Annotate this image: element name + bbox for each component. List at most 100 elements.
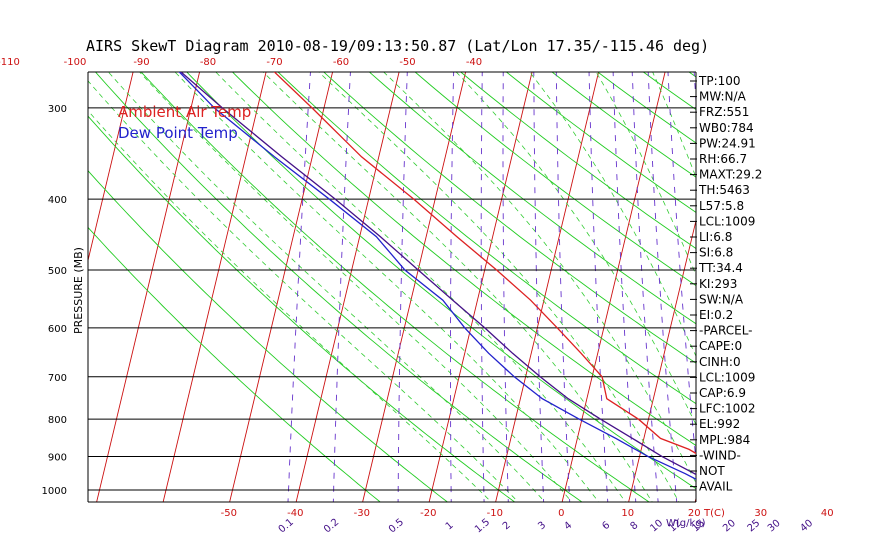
bottom-temp-tick-label: 10 bbox=[621, 508, 634, 519]
index-label: LCL:1009 bbox=[699, 370, 755, 384]
mixing-ratio-tick-label: 4 bbox=[562, 520, 574, 533]
bottom-temp-tick-label: 40 bbox=[821, 508, 834, 519]
index-label: CAP:6.9 bbox=[699, 386, 746, 400]
mixing-ratio-line bbox=[555, 72, 571, 502]
mixing-ratio-line bbox=[397, 72, 408, 502]
mixing-ratio-tick-label: 25 bbox=[746, 518, 763, 535]
dry-adiabat-line bbox=[551, 72, 696, 178]
index-label: LFC:1002 bbox=[699, 402, 756, 416]
isotherm-line bbox=[0, 0, 141, 505]
top-temp-tick-label: -100 bbox=[64, 57, 87, 68]
isotherm-line bbox=[162, 72, 267, 502]
top-temp-tick-label: -50 bbox=[399, 57, 415, 68]
chart-title: AIRS SkewT Diagram 2010-08-19/09:13:50.8… bbox=[86, 37, 709, 55]
dry-adiabat-line bbox=[381, 0, 870, 505]
background-lines bbox=[0, 0, 870, 505]
pressure-tick-label: 1000 bbox=[42, 486, 67, 497]
isotherm-line bbox=[761, 0, 870, 505]
moist-adiabat-line bbox=[88, 80, 519, 502]
top-temp-tick-label: -60 bbox=[333, 57, 349, 68]
isotherm-line bbox=[428, 72, 533, 502]
isotherm-line bbox=[628, 218, 696, 502]
bottom-temp-tick-label: -10 bbox=[487, 508, 503, 519]
isotherm-line bbox=[229, 72, 334, 502]
dry-adiabat-line bbox=[622, 0, 870, 505]
dry-adiabat-line bbox=[231, 72, 696, 447]
pressure-tick-label: 600 bbox=[48, 324, 67, 335]
moist-adiabat-line bbox=[262, 72, 653, 502]
mixing-ratio-tick-label: 0.2 bbox=[322, 517, 341, 536]
dry-adiabat-line bbox=[88, 226, 381, 502]
mixing-ratio-tick-label: 1.5 bbox=[473, 517, 492, 536]
index-label: LI:6.8 bbox=[699, 230, 732, 244]
dry-adiabat-line bbox=[688, 72, 696, 78]
index-label: CAPE:0 bbox=[699, 339, 742, 353]
moist-adiabat-line bbox=[652, 72, 696, 179]
mixing-ratio-line bbox=[533, 72, 545, 502]
index-label: LCL:1009 bbox=[699, 214, 755, 228]
mixing-ratio-tick-label: 1 bbox=[444, 520, 456, 533]
pressure-tick-label: 300 bbox=[48, 104, 67, 115]
mixing-ratio-line bbox=[647, 72, 678, 502]
isotherm-line bbox=[0, 0, 8, 505]
top-temp-tick-label: -80 bbox=[200, 57, 216, 68]
dry-adiabat-line bbox=[140, 72, 650, 502]
pressure-tick-label: 400 bbox=[48, 195, 67, 206]
pressure-tick-label: 500 bbox=[48, 266, 67, 277]
moist-adiabat-line bbox=[529, 72, 696, 358]
mixing-ratio-line bbox=[332, 72, 351, 502]
mixing-ratio-line bbox=[631, 72, 659, 502]
dry-adiabat-line bbox=[460, 72, 696, 250]
isotherm-line bbox=[295, 72, 400, 502]
bottom-temp-tick-label: 0 bbox=[558, 508, 564, 519]
top-temp-tick-label: -110 bbox=[0, 57, 20, 68]
index-label: EL:992 bbox=[699, 417, 740, 431]
mixing-ratio-tick-label: 8 bbox=[628, 520, 640, 533]
mixing-ratio-line bbox=[612, 72, 637, 502]
mixing-ratio-tick-label: 6 bbox=[600, 520, 612, 533]
index-label: MAXT:29.2 bbox=[699, 168, 762, 182]
dry-adiabat-line bbox=[277, 72, 696, 405]
index-label: MPL:984 bbox=[699, 433, 750, 447]
y-axis-label: PRESSURE (MB) bbox=[72, 247, 85, 334]
mixing-ratio-tick-label: 30 bbox=[766, 518, 783, 535]
mixing-ratio-line bbox=[588, 72, 609, 502]
pressure-lines bbox=[87, 71, 697, 503]
index-label: FRZ:551 bbox=[699, 105, 749, 119]
isotherm-line bbox=[0, 0, 75, 505]
isotherm-line bbox=[88, 72, 134, 263]
mixing-ratio-line bbox=[752, 0, 808, 505]
index-label: KI:293 bbox=[699, 277, 737, 291]
mixing-ratio-tick-label: 0.1 bbox=[277, 517, 296, 536]
isotherm-line bbox=[362, 72, 467, 502]
mixing-ratio-tick-label: 20 bbox=[721, 518, 738, 535]
dry-adiabat-line bbox=[88, 115, 516, 502]
mixing-ratio-tick-label: 2 bbox=[501, 520, 513, 533]
mixing-ratio-tick-label: 40 bbox=[798, 518, 815, 535]
dew-point-temp-line bbox=[178, 72, 696, 481]
moist-adiabat-line bbox=[215, 72, 626, 502]
dry-adiabat-line bbox=[726, 0, 870, 505]
profile-curves bbox=[178, 72, 696, 481]
index-label: CINH:0 bbox=[699, 355, 741, 369]
bottom-temp-tick-label: -50 bbox=[221, 508, 237, 519]
mixing-ratio-tick-label: 10 bbox=[648, 518, 665, 535]
dry-adiabat-line bbox=[94, 72, 583, 502]
isotherm-line bbox=[561, 72, 666, 502]
bottom-temp-tick-label: 30 bbox=[754, 508, 767, 519]
index-label: -WIND- bbox=[699, 448, 741, 462]
bottom-temp-tick-label: -40 bbox=[287, 508, 303, 519]
isotherm-line bbox=[495, 72, 600, 502]
pressure-tick-label: 700 bbox=[48, 373, 67, 384]
dry-adiabat-line bbox=[347, 0, 870, 505]
mixing-ratio-tick-label: 0.5 bbox=[387, 517, 406, 536]
mixing-ratio-line bbox=[502, 72, 509, 502]
mixing-ratio-line bbox=[480, 72, 485, 502]
mixing-ratio-line bbox=[287, 72, 311, 502]
moist-adiabat-line bbox=[107, 72, 546, 502]
moist-adiabat-line bbox=[174, 72, 600, 502]
index-label: MW:N/A bbox=[699, 90, 747, 104]
index-label: RH:66.7 bbox=[699, 152, 747, 166]
